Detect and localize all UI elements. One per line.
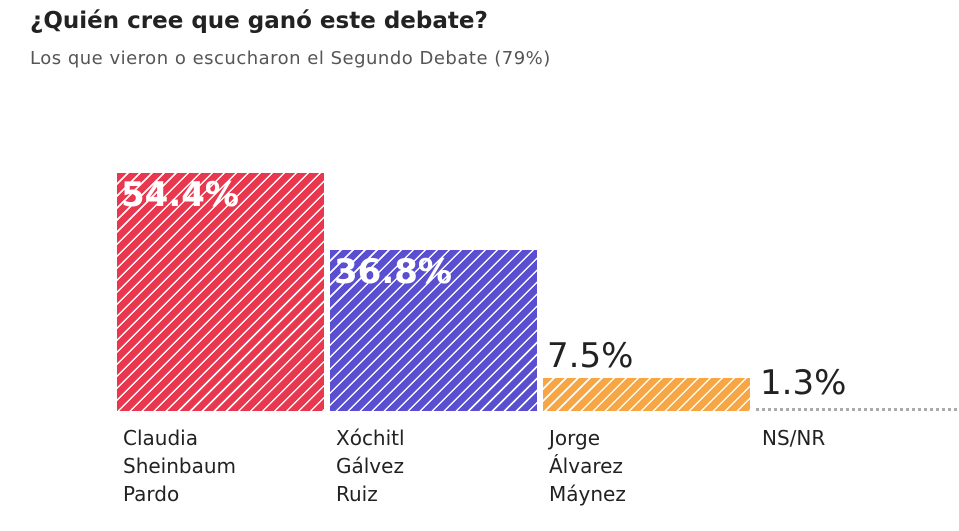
x-tick-label: Jorge Álvarez Máynez: [549, 426, 626, 506]
chart-subtitle: Los que vieron o escucharon el Segundo D…: [30, 48, 551, 69]
bar: [330, 250, 537, 411]
bar: [543, 378, 750, 411]
x-tick-label: Xóchitl Gálvez Ruiz: [336, 426, 405, 506]
chart-title: ¿Quién cree que ganó este debate?: [30, 8, 488, 34]
x-tick-label: Claudia Sheinbaum Pardo: [123, 426, 237, 506]
bar: [117, 173, 324, 411]
value-label: 1.3%: [760, 363, 847, 404]
x-tick-label: NS/NR: [762, 426, 826, 450]
value-label: 54.4%: [121, 175, 239, 215]
bar: [756, 408, 959, 411]
value-label: 7.5%: [547, 336, 634, 377]
value-label: 36.8%: [334, 252, 452, 292]
